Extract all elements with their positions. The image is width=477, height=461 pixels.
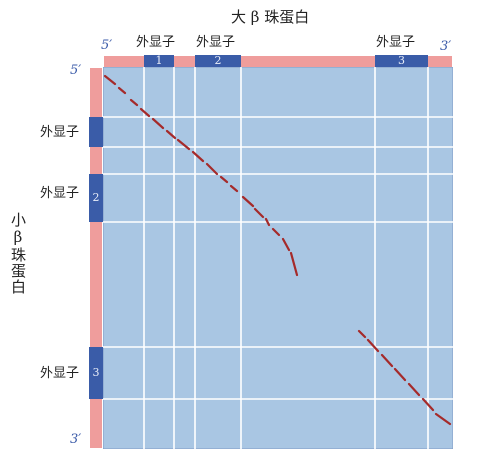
left-exon-1-block (89, 117, 103, 147)
top-exon-3-label: 外显子 (376, 35, 416, 50)
left-exon-2-block: 2 (89, 174, 103, 222)
top-exon-1-block: 1 (144, 55, 174, 68)
top-axis-title: 大 β 珠蛋白 (231, 8, 310, 26)
left-exon-3-label: 外显子 (40, 366, 80, 381)
top-gene-strip (104, 56, 452, 67)
top-exon-1-number: 1 (155, 54, 163, 67)
dot-plot (103, 67, 453, 449)
top-exon-1-label: 外显子 (136, 35, 176, 50)
top-exon-3-number: 3 (398, 54, 405, 67)
left-exon-2-label: 外显子 (40, 186, 80, 201)
left-exon-2-number: 2 (92, 191, 100, 204)
top-exon-3-block: 3 (375, 55, 428, 68)
top-5-prime-label: 5′ (101, 38, 113, 53)
similarity-dots (103, 74, 452, 426)
top-exon-2-label: 外显子 (196, 35, 236, 50)
left-3-prime-label: 3′ (70, 432, 82, 447)
top-exon-2-number: 2 (214, 54, 222, 67)
similarity-diagonal-2 (357, 329, 452, 426)
left-axis-title: 小β珠蛋白 (9, 212, 27, 295)
left-exon-3-block: 3 (89, 347, 103, 399)
left-exon-1-label: 外显子 (40, 125, 80, 140)
dot-plot-background (103, 67, 453, 449)
gridlines (103, 67, 453, 449)
top-3-prime-label: 3′ (440, 39, 452, 54)
left-5-prime-label: 5′ (70, 63, 82, 78)
similarity-diagonal-1 (103, 74, 299, 277)
top-exon-2-block: 2 (195, 55, 241, 68)
left-exon-3-number: 3 (92, 366, 100, 379)
